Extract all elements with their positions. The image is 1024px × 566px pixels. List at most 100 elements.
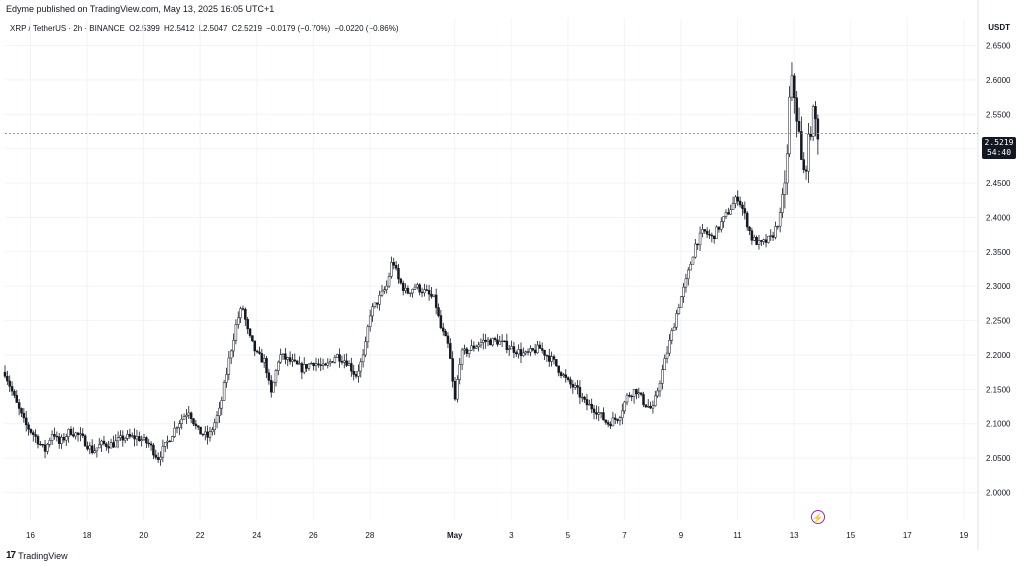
candle-down bbox=[748, 226, 751, 231]
date-tick-label: 11 bbox=[733, 531, 742, 540]
candle-up bbox=[272, 381, 275, 393]
candle-down bbox=[41, 444, 44, 446]
candle-up bbox=[371, 306, 374, 317]
candle-down bbox=[496, 339, 499, 345]
candle-down bbox=[196, 425, 200, 428]
candle-down bbox=[760, 240, 763, 242]
candle-down bbox=[802, 159, 805, 171]
candle-down bbox=[13, 390, 16, 396]
candle-down bbox=[602, 412, 605, 421]
candle-up bbox=[140, 439, 143, 442]
candle-up bbox=[757, 240, 761, 245]
candle-up bbox=[307, 363, 311, 369]
candle-down bbox=[764, 239, 768, 243]
candle-down bbox=[548, 355, 551, 362]
candle-down bbox=[6, 376, 9, 382]
candle-up bbox=[411, 289, 414, 294]
candle-up bbox=[529, 348, 532, 353]
candle-up bbox=[807, 133, 810, 172]
candle-down bbox=[434, 294, 438, 308]
candle-down bbox=[267, 372, 271, 381]
candle-down bbox=[154, 454, 158, 458]
candle-up bbox=[474, 346, 478, 349]
candle-down bbox=[439, 315, 443, 329]
candle-up bbox=[486, 339, 490, 342]
candle-down bbox=[406, 287, 410, 294]
candle-down bbox=[338, 354, 341, 362]
candle-down bbox=[324, 363, 327, 366]
date-tick-label: 15 bbox=[846, 531, 855, 540]
candle-down bbox=[425, 289, 428, 291]
candle-up bbox=[357, 370, 360, 377]
candle-up bbox=[387, 276, 391, 287]
candle-down bbox=[540, 348, 544, 351]
candle-down bbox=[712, 235, 716, 239]
candle-up bbox=[698, 232, 702, 246]
candle-down bbox=[43, 444, 47, 452]
candle-down bbox=[642, 394, 645, 405]
candle-down bbox=[147, 442, 150, 445]
candle-up bbox=[715, 226, 718, 239]
candle-up bbox=[310, 362, 313, 365]
candle-down bbox=[635, 389, 638, 395]
candle-up bbox=[524, 351, 527, 354]
currency-label: USDT bbox=[988, 23, 1010, 32]
candle-down bbox=[566, 377, 570, 380]
candle-down bbox=[350, 363, 353, 372]
high-value: H2.5412 bbox=[164, 24, 195, 33]
candle-up bbox=[729, 209, 732, 215]
lightning-icon[interactable]: ⚡ bbox=[811, 510, 825, 524]
candle-down bbox=[745, 212, 749, 228]
candle-up bbox=[684, 278, 688, 288]
candle-up bbox=[119, 435, 122, 439]
symbol-label[interactable]: XRP / TetherUS · 2h · BINANCE bbox=[10, 24, 125, 33]
candle-down bbox=[505, 340, 509, 350]
candle-up bbox=[774, 226, 777, 238]
candle-down bbox=[244, 308, 247, 320]
candle-up bbox=[60, 437, 63, 444]
candle-up bbox=[672, 326, 676, 331]
candle-up bbox=[413, 286, 417, 290]
candle-down bbox=[258, 351, 261, 354]
candle-up bbox=[463, 348, 466, 351]
date-tick-label: May bbox=[447, 531, 463, 540]
candle-down bbox=[444, 331, 447, 337]
candle-down bbox=[738, 200, 742, 206]
candle-down bbox=[156, 457, 160, 460]
candle-down bbox=[571, 383, 575, 388]
candle-down bbox=[86, 445, 89, 450]
candle-up bbox=[302, 364, 306, 373]
candle-down bbox=[797, 120, 801, 132]
candle-up bbox=[343, 360, 346, 363]
candle-down bbox=[755, 237, 758, 245]
footer-brand[interactable]: 17 TradingView bbox=[6, 550, 68, 561]
candle-up bbox=[114, 440, 117, 448]
candle-up bbox=[687, 269, 690, 280]
candle-down bbox=[194, 423, 198, 427]
candle-up bbox=[135, 436, 139, 440]
candle-up bbox=[171, 436, 174, 442]
candle-up bbox=[409, 292, 412, 295]
close-value: C2.5219 bbox=[231, 24, 262, 33]
current-price-tag: 2.5219 54:40 bbox=[982, 137, 1016, 159]
candle-up bbox=[215, 415, 219, 424]
candle-up bbox=[778, 212, 782, 227]
candle-up bbox=[573, 385, 577, 388]
candle-up bbox=[689, 264, 692, 271]
candle-up bbox=[682, 286, 685, 298]
current-price-value: 2.5219 bbox=[984, 138, 1014, 147]
candle-up bbox=[262, 358, 266, 363]
candle-up bbox=[366, 326, 370, 343]
candle-up bbox=[731, 203, 735, 210]
date-tick-label: 19 bbox=[959, 531, 968, 540]
candle-up bbox=[93, 450, 96, 454]
candle-down bbox=[401, 282, 405, 291]
candle-up bbox=[665, 352, 669, 359]
candle-up bbox=[752, 237, 756, 241]
candle-down bbox=[592, 408, 596, 413]
candle-up bbox=[380, 290, 384, 296]
candle-up bbox=[522, 352, 525, 356]
candle-down bbox=[741, 204, 744, 209]
candle-up bbox=[783, 182, 787, 195]
